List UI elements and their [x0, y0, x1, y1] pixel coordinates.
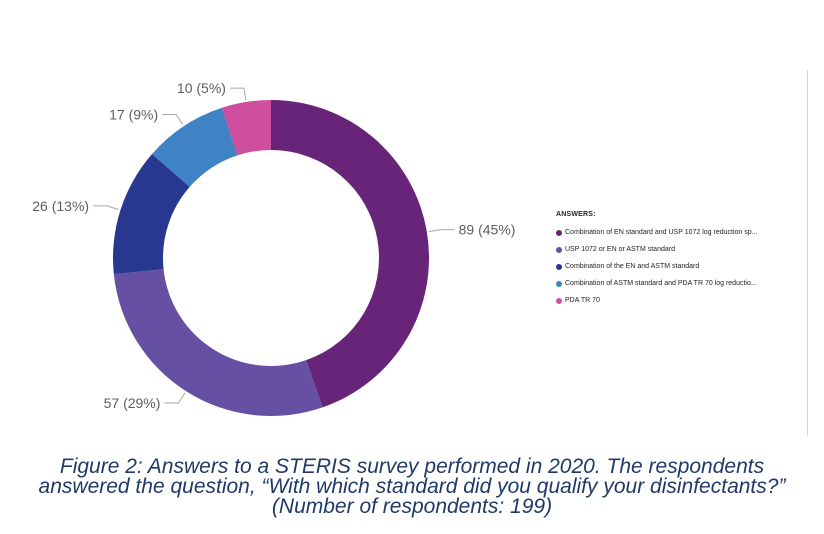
leader-line	[162, 114, 184, 125]
legend-label: PDA TR 70	[565, 297, 600, 304]
data-label: 17 (9%)	[109, 107, 158, 123]
legend-item[interactable]: Combination of EN standard and USP 1072 …	[556, 224, 806, 241]
leader-line	[93, 205, 119, 210]
legend-swatch	[556, 246, 562, 253]
panel-divider	[807, 70, 808, 436]
legend-label: Combination of ASTM standard and PDA TR …	[565, 280, 757, 287]
data-label: 57 (29%)	[104, 395, 161, 411]
data-label: 10 (5%)	[177, 80, 226, 96]
legend-item[interactable]: PDA TR 70	[556, 292, 806, 309]
data-label: 89 (45%)	[459, 222, 516, 238]
data-label: 26 (13%)	[32, 198, 89, 214]
legend-item[interactable]: USP 1072 or EN or ASTM standard	[556, 241, 806, 258]
legend-label: Combination of EN standard and USP 1072 …	[565, 229, 758, 236]
legend-swatch	[556, 280, 562, 287]
leader-line	[164, 392, 186, 404]
donut-slice[interactable]	[113, 154, 190, 275]
legend-item[interactable]: Combination of the EN and ASTM standard	[556, 258, 806, 275]
donut-slice[interactable]	[113, 269, 323, 417]
legend-item[interactable]: Combination of ASTM standard and PDA TR …	[556, 275, 806, 292]
donut-slice[interactable]	[271, 100, 430, 408]
donut-chart: 89 (45%) 57 (29%) 26 (13%) 17 (9%) 10 (5%)	[32, 80, 516, 417]
legend-swatch	[556, 297, 562, 304]
leader-line	[428, 229, 455, 233]
donut-slice[interactable]	[221, 100, 271, 156]
legend-swatch	[556, 263, 562, 270]
legend-title: ANSWERS:	[556, 211, 596, 218]
figure-caption: Figure 2: Answers to a STERIS survey per…	[38, 455, 786, 518]
legend-label: Combination of the EN and ASTM standard	[565, 263, 700, 270]
legend-swatch	[556, 229, 562, 236]
chart-legend: ANSWERS: Combination of EN standard and …	[556, 211, 806, 309]
legend-label: USP 1072 or EN or ASTM standard	[565, 246, 675, 253]
leader-line	[229, 87, 247, 101]
donut-slice[interactable]	[152, 107, 238, 187]
